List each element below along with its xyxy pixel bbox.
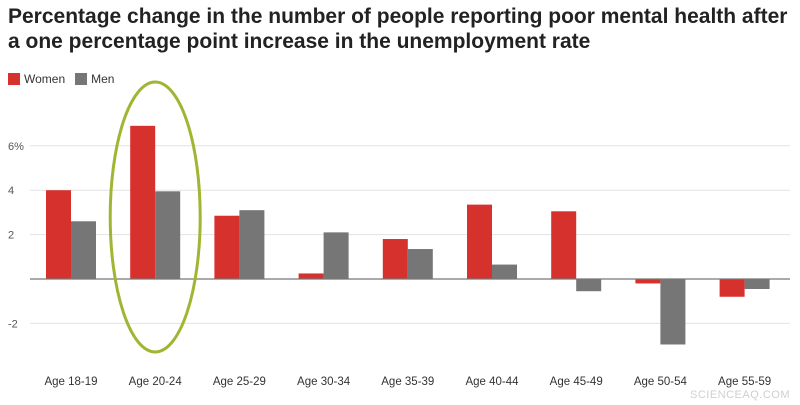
bar-women-2 [214,215,240,279]
y-tick-label: 4 [8,185,14,197]
bar-men-3 [323,232,349,279]
bar-men-1 [155,191,181,279]
x-tick-label: Age 25-29 [213,376,266,388]
bar-men-4 [407,249,433,279]
legend-swatch-men [75,73,88,85]
bar-women-5 [467,204,492,279]
bar-men-0 [71,221,96,279]
y-tick-label: 6% [8,141,24,153]
watermark: SCIENCEAQ.COM [689,389,790,401]
x-tick-label: Age 45-49 [550,376,603,388]
bar-women-8 [719,279,745,297]
x-tick-label: Age 55-59 [718,376,771,388]
x-tick-label: Age 40-44 [465,376,519,388]
bar-women-3 [298,273,324,279]
highlight-ellipse [108,80,202,354]
chart-title-line-1: Percentage change in the number of peopl… [8,5,788,28]
y-tick-label: -2 [8,318,18,330]
bar-men-2 [239,210,265,279]
bar-women-0 [46,190,71,279]
x-tick-label: Age 20-24 [129,376,183,388]
x-tick-label: Age 30-34 [297,376,351,388]
chart-legend: Women Men [8,72,114,86]
x-tick-label: Age 18-19 [44,376,97,388]
bar-women-6 [551,211,577,279]
bar-men-6 [576,279,602,292]
bar-men-8 [744,279,770,289]
y-tick-label: 2 [8,230,14,242]
bar-women-1 [130,125,156,279]
bar-women-7 [635,279,661,284]
x-tick-label: Age 50-54 [634,376,688,388]
bar-women-4 [382,239,408,279]
bar-men-5 [492,264,517,279]
chart-title: Percentage change in the number of peopl… [8,4,798,54]
legend-item-women: Women [8,72,65,86]
bar-men-7 [660,279,686,345]
legend-swatch-women [8,73,20,85]
x-tick-label: Age 35-39 [381,376,434,388]
legend-label-men: Men [91,72,115,86]
legend-label-women: Women [24,72,66,86]
legend-item-men: Men [75,72,114,86]
chart-title-line-2: a one percentage point increase in the u… [8,30,591,53]
